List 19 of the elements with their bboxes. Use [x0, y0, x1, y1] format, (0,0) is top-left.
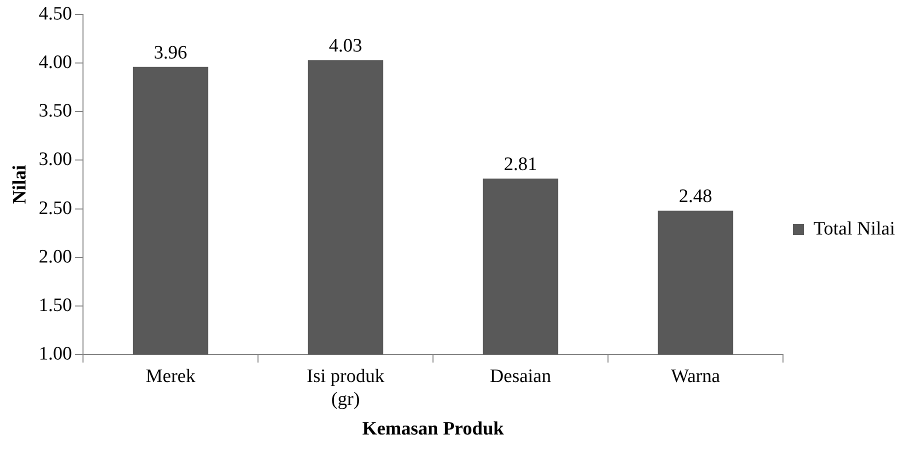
x-tick-label: Isi produk (gr): [306, 366, 385, 410]
data-label: 2.81: [504, 154, 538, 176]
y-tick-label: 4.50: [38, 3, 72, 24]
y-tick-label: 2.50: [38, 198, 72, 219]
y-tick-label: 3.50: [38, 100, 72, 122]
y-axis-title: Nilai: [9, 164, 30, 204]
y-tick-label: 1.00: [38, 344, 72, 365]
x-axis-title: Kemasan Produk: [362, 418, 504, 440]
data-label: 3.96: [154, 42, 188, 64]
legend-label: Total Nilai: [813, 218, 896, 240]
x-tick-label: Warna: [670, 366, 721, 387]
data-label: 2.48: [678, 186, 712, 208]
data-label: 4.03: [328, 36, 362, 57]
y-tick-label: 4.00: [38, 52, 72, 73]
y-tick-label: 2.00: [38, 246, 72, 268]
y-tick-label: 3.00: [38, 149, 72, 170]
x-tick-label: Desaian: [490, 366, 552, 387]
x-tick-label: Merek: [146, 366, 196, 387]
y-tick-label: 1.50: [38, 294, 72, 316]
